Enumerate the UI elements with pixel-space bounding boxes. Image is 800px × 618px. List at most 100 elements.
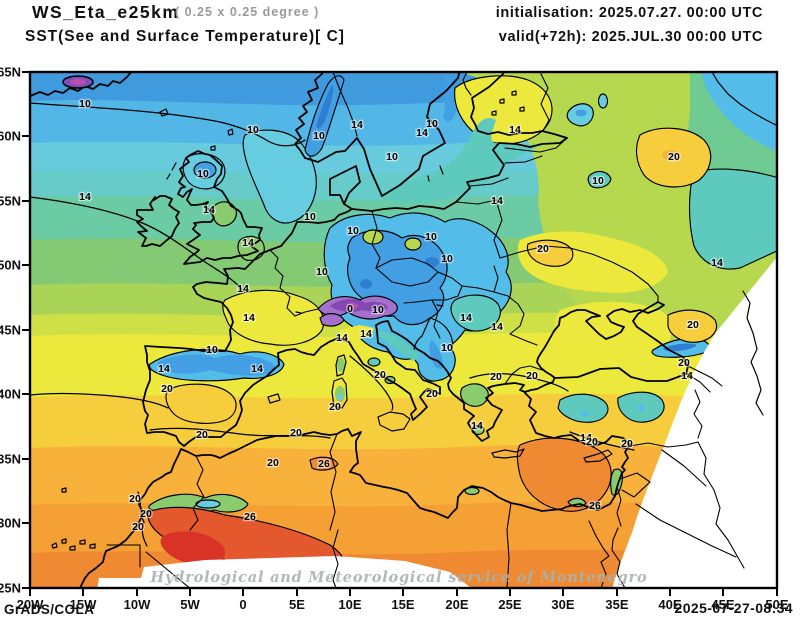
x-axis: 20W 15W 10W 5W 0 5E 10E 15E 20E 25E 30E 35E 40E 45E 50… xyxy=(17,588,789,612)
contour-label: 20 xyxy=(196,429,208,441)
contour-label: 20 xyxy=(668,151,680,163)
y-tick-label: 25N xyxy=(0,581,21,596)
contour-label: 14 xyxy=(360,328,372,340)
coastlines xyxy=(30,72,777,588)
contour-label: 10 xyxy=(304,211,316,223)
y-tick-label: 30N xyxy=(0,516,21,531)
contour-label: 14 xyxy=(491,321,503,333)
x-tick-label: 35E xyxy=(605,597,628,612)
generation-timestamp: 2025-07-27-08:34 xyxy=(675,600,793,616)
domain-cut xyxy=(97,257,777,588)
x-tick-label: 50E xyxy=(765,597,788,612)
contour-label: 14 xyxy=(251,363,263,375)
contour-label: 10 xyxy=(592,175,604,187)
y-tick-label: 35N xyxy=(0,452,21,467)
grid-resolution: ( 0.25 x 0.25 degree ) xyxy=(175,5,319,19)
x-tick-label: 15W xyxy=(70,597,97,612)
y-tick-label: 40N xyxy=(0,387,21,402)
contour-label: 10 xyxy=(386,151,398,163)
contour-label: 14 xyxy=(491,195,503,207)
contour-label: 20 xyxy=(267,457,279,469)
x-tick-label: 10E xyxy=(338,597,361,612)
variable-title: SST(See and Surface Temperature)[ C] xyxy=(25,28,345,45)
x-tick-label: 5E xyxy=(289,597,305,612)
grads-credit: GrADS/COLA xyxy=(4,602,94,617)
contour-label: 20 xyxy=(621,438,633,450)
contour-label: 20 xyxy=(537,243,549,255)
contour-label: 10 xyxy=(206,344,218,356)
contour-label: 20 xyxy=(678,357,690,369)
contour-label: 10 xyxy=(372,304,384,316)
y-tick-label: 65N xyxy=(0,65,21,80)
contour-label: 10 xyxy=(426,118,438,130)
initialisation-time: initialisation: 2025.07.27. 00:00 UTC xyxy=(496,5,763,21)
contour-label: 20 xyxy=(426,388,438,400)
valid-time: valid(+72h): 2025.JUL.30 00:00 UTC xyxy=(499,29,763,45)
contour-label: 14 xyxy=(242,237,254,249)
contour-label: 10 xyxy=(197,168,209,180)
contour-label: 14 xyxy=(79,191,91,203)
temperature-regions xyxy=(147,72,777,578)
y-tick-label: 45N xyxy=(0,323,21,338)
contour-label: 14 xyxy=(416,127,428,139)
contour-label: 20 xyxy=(140,508,152,520)
contour-label: 10 xyxy=(441,342,453,354)
x-tick-label: 5W xyxy=(180,597,200,612)
x-tick-label: 10W xyxy=(124,597,151,612)
contour-label: 26 xyxy=(589,500,601,512)
header: WS_Eta_e25km ( 0.25 x 0.25 degree ) SST(… xyxy=(25,2,763,45)
x-tick-label: 20E xyxy=(445,597,468,612)
contour-label: 20 xyxy=(129,493,141,505)
contour-label: 14 xyxy=(580,432,592,444)
contour-label: 20 xyxy=(290,427,302,439)
watermark-text: Hydrological and Meteorological service … xyxy=(150,569,648,586)
contour-label: 20 xyxy=(687,319,699,331)
contour-label: 20 xyxy=(374,369,386,381)
contour-label: 10 xyxy=(313,130,325,142)
x-tick-label: 15E xyxy=(391,597,414,612)
x-tick-label: 45E xyxy=(711,597,734,612)
contour-label: 14 xyxy=(336,332,348,344)
contour-label: 20 xyxy=(526,370,538,382)
contour-label: 14 xyxy=(509,124,521,136)
x-tick-label: 25E xyxy=(498,597,521,612)
contour-label: 14 xyxy=(237,283,249,295)
contour-label: 20 xyxy=(161,383,173,395)
y-axis: 65N 60N 55N 50N 45N 40N 35N 30N 25N xyxy=(0,65,30,596)
contour-label: 10 xyxy=(425,231,437,243)
y-tick-label: 55N xyxy=(0,194,21,209)
contour-lines xyxy=(30,102,635,547)
contour-label: 14 xyxy=(471,420,483,432)
contour-label: 26 xyxy=(244,511,256,523)
x-tick-label: 20W xyxy=(17,597,44,612)
contour-label: 14 xyxy=(158,363,170,375)
x-tick-label: 30E xyxy=(551,597,574,612)
model-name: WS_Eta_e25km xyxy=(32,2,179,22)
contour-label: 10 xyxy=(316,266,328,278)
contour-label: 14 xyxy=(460,312,472,324)
footer: GrADS/COLA 2025-07-27-08:34 xyxy=(4,600,793,617)
contour-label: 0 xyxy=(347,303,353,315)
x-tick-label: 0 xyxy=(239,597,246,612)
contour-label: 20 xyxy=(586,436,598,448)
contour-label: 14 xyxy=(351,119,363,131)
contour-label: 14 xyxy=(711,257,723,269)
contour-label: 10 xyxy=(79,98,91,110)
contour-label: 20 xyxy=(132,521,144,533)
y-tick-label: 60N xyxy=(0,129,21,144)
contour-label: 10 xyxy=(441,253,453,265)
contour-label: 20 xyxy=(329,401,341,413)
x-tick-label: 40E xyxy=(658,597,681,612)
country-borders xyxy=(106,72,745,588)
contour-label: 10 xyxy=(347,225,359,237)
contour-label: 14 xyxy=(203,204,215,216)
contour-label: 14 xyxy=(681,370,693,382)
contour-label: 26 xyxy=(318,458,330,470)
y-tick-label: 50N xyxy=(0,258,21,273)
contour-label: 20 xyxy=(490,371,502,383)
contour-label: 14 xyxy=(243,312,255,324)
